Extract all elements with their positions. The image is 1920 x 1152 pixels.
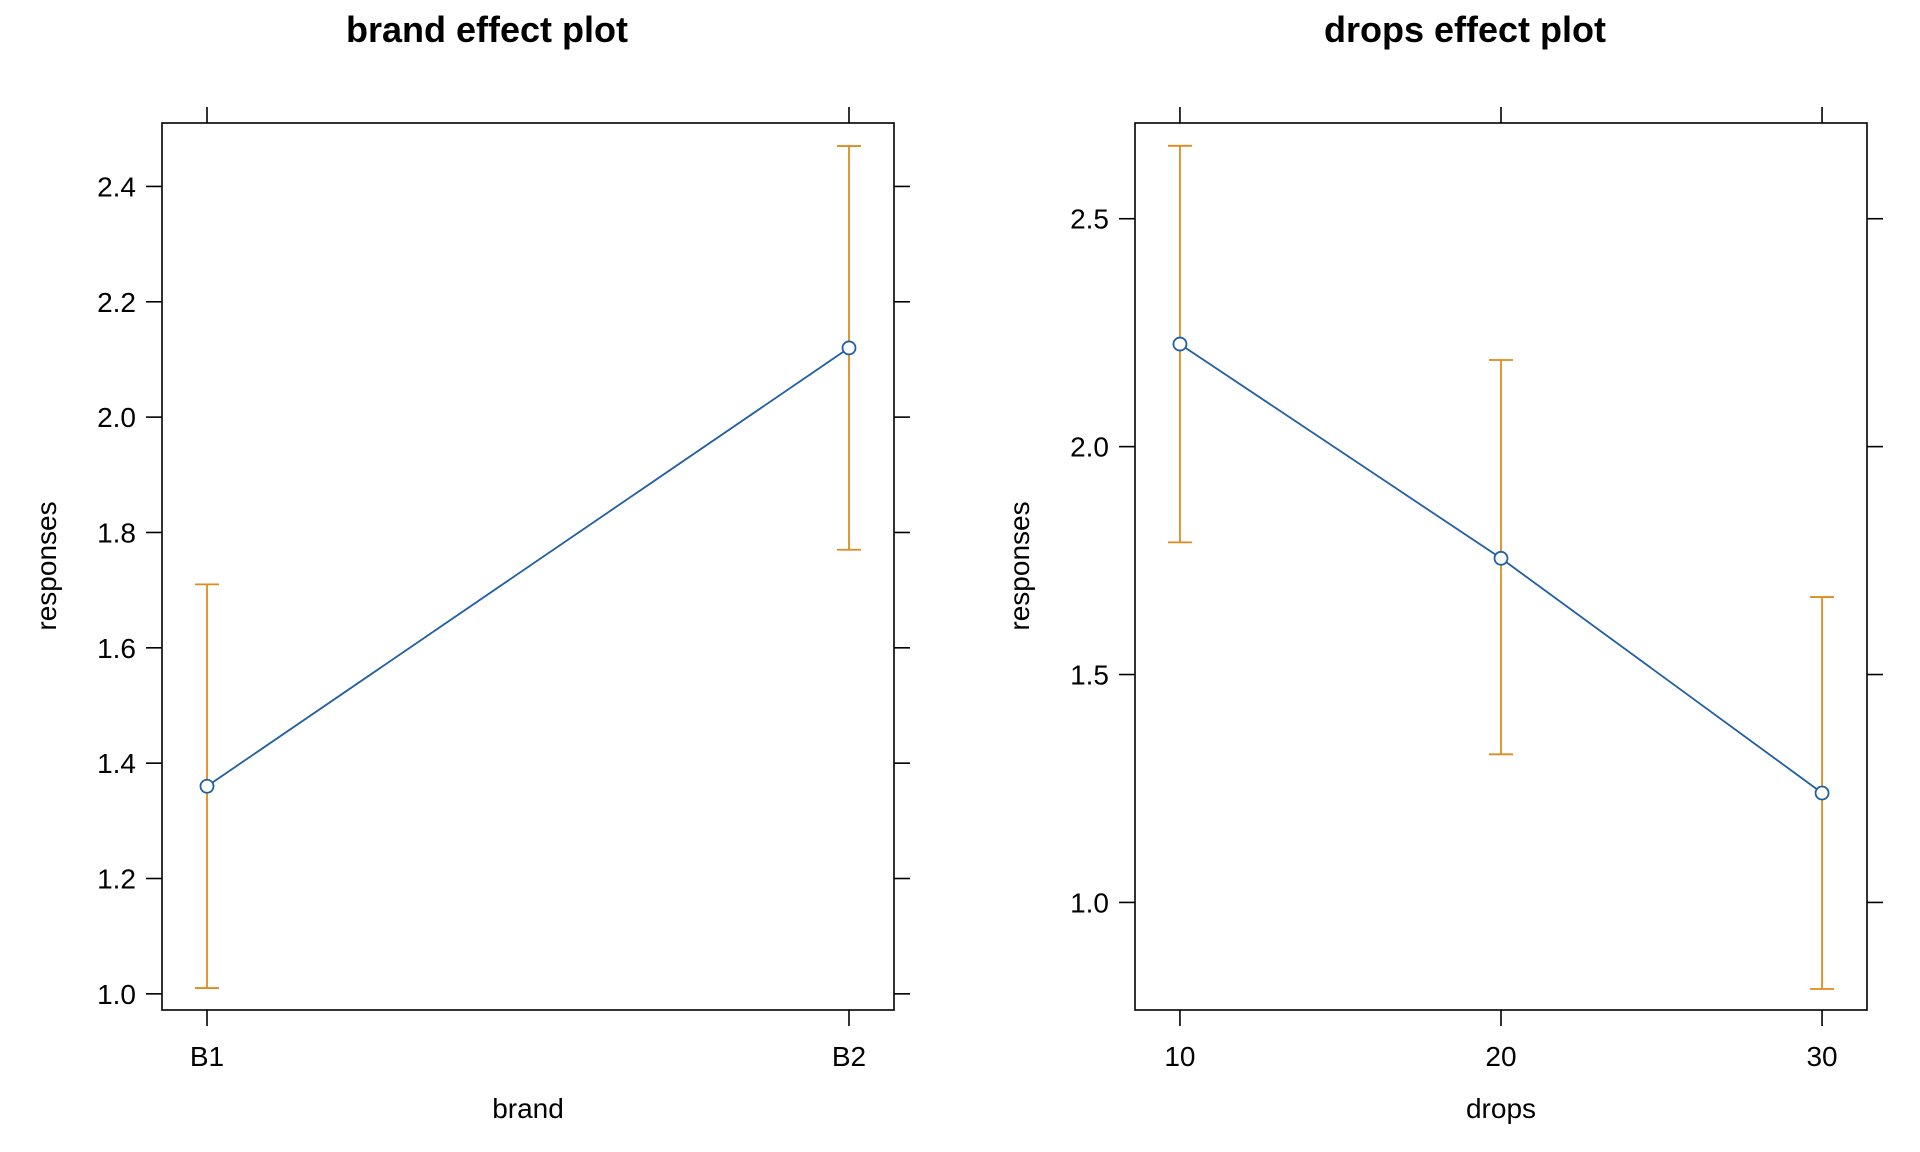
brand-effect-panel: brand effect plot 1.0 1.2 1.4 1.6 1.8 2.0 2.2 2… [31, 9, 910, 1124]
y-tick-label: 1.0 [1070, 887, 1109, 918]
drops-effect-panel: drops effect plot 1.0 1.5 2.0 2.5 10 20 30 dr… [1004, 9, 1883, 1124]
y-axis-ticks: 1.0 1.5 2.0 2.5 [1070, 204, 1883, 918]
y-tick-label: 1.8 [97, 517, 136, 548]
x-tick-label: B2 [832, 1041, 866, 1072]
data-point [1172, 336, 1188, 352]
data-point [1814, 785, 1830, 801]
y-tick-label: 1.0 [97, 979, 136, 1010]
y-axis-label: responses [1004, 501, 1035, 630]
plot-marks [1167, 144, 1835, 990]
y-axis-label: responses [31, 501, 62, 630]
panel-title: drops effect plot [1324, 9, 1606, 50]
plot-frame [161, 122, 895, 1011]
data-point [1493, 550, 1509, 566]
x-axis-label: brand [492, 1093, 564, 1124]
y-tick-label: 1.6 [97, 633, 136, 664]
plot-marks [195, 145, 861, 989]
y-tick-label: 1.2 [97, 864, 136, 895]
x-axis-ticks: B1 B2 [190, 107, 866, 1072]
x-axis-label: drops [1466, 1093, 1536, 1124]
y-tick-label: 2.4 [97, 171, 136, 202]
y-tick-label: 2.2 [97, 287, 136, 318]
x-axis-ticks: 10 20 30 [1164, 107, 1838, 1072]
y-tick-label: 1.4 [97, 748, 136, 779]
y-tick-label: 1.5 [1070, 660, 1109, 691]
effect-line [206, 347, 850, 787]
panel-title: brand effect plot [346, 9, 628, 50]
x-tick-label: 20 [1485, 1041, 1516, 1072]
y-tick-label: 2.0 [1070, 432, 1109, 463]
x-tick-label: B1 [190, 1041, 224, 1072]
data-point [841, 340, 857, 356]
x-tick-label: 30 [1806, 1041, 1837, 1072]
y-tick-label: 2.5 [1070, 204, 1109, 235]
y-tick-label: 2.0 [97, 402, 136, 433]
x-tick-label: 10 [1164, 1041, 1195, 1072]
data-point [199, 778, 215, 794]
y-axis-ticks: 1.0 1.2 1.4 1.6 1.8 2.0 2.2 2.4 [97, 171, 910, 1010]
